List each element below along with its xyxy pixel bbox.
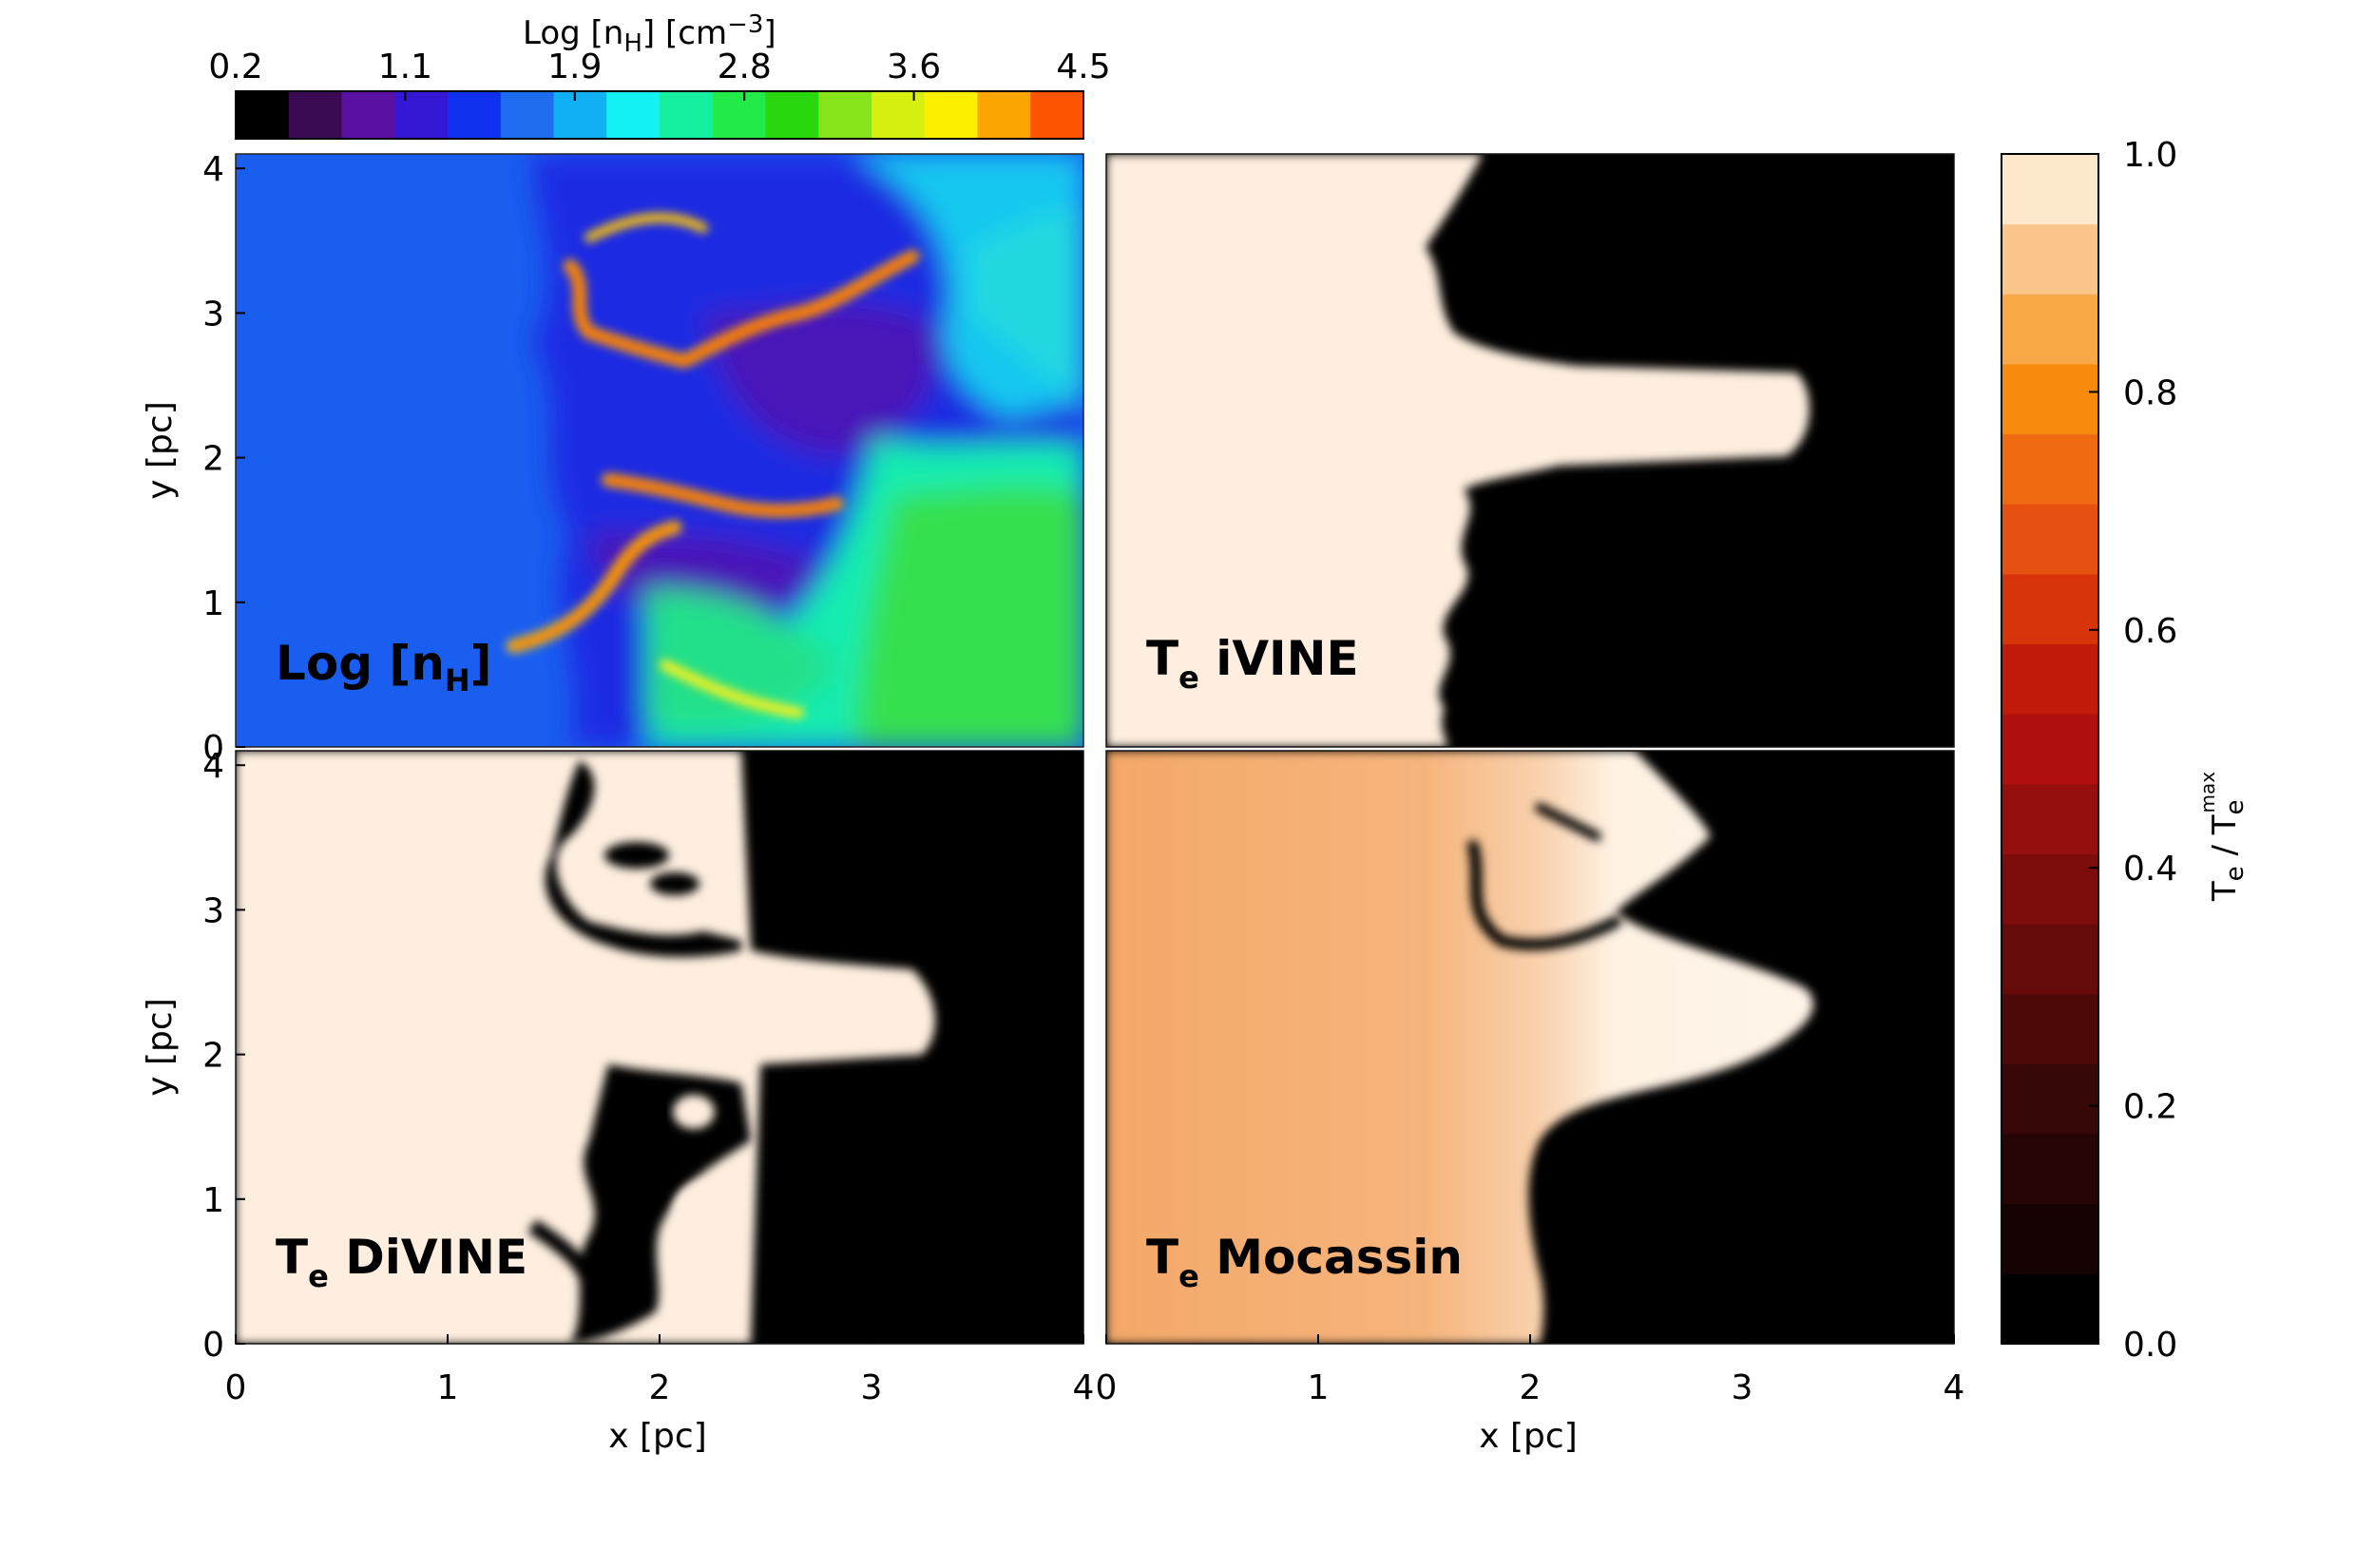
temperature-colorbar-segment <box>2002 363 2098 435</box>
density-colorbar-tick-label: 0.2 <box>208 48 262 86</box>
density-colorbar-tick-label: 2.8 <box>718 48 772 86</box>
density-map-panel <box>236 154 1083 747</box>
temperature-colorbar-segment <box>2002 504 2098 575</box>
temperature-colorbar-tick-label: 0.8 <box>2123 373 2177 412</box>
density-colorbar-segment <box>872 91 926 139</box>
x-tick-label: 3 <box>861 1368 883 1407</box>
y-tick-label: 1 <box>202 584 224 623</box>
x-tick-label: 2 <box>649 1368 671 1407</box>
temperature-colorbar-segment <box>2002 1273 2098 1345</box>
density-colorbar-segment <box>236 91 290 139</box>
panel-frame <box>1105 153 1955 748</box>
temperature-colorbar-tick-label: 1.0 <box>2123 136 2177 175</box>
y-axis-title-bottom: y [pc] <box>141 998 180 1096</box>
y-tick-label: 0 <box>202 1326 224 1365</box>
x-tick-label: 1 <box>1308 1368 1330 1407</box>
temperature-colorbar: 0.0 0.2 0.4 0.6 0.8 1.0 <box>2001 136 2177 1365</box>
temperature-colorbar-segment <box>2002 294 2098 365</box>
temperature-colorbar-segment <box>2002 783 2098 854</box>
x-tick-label: 4 <box>1073 1368 1095 1407</box>
temperature-colorbar-segment <box>2002 1203 2098 1274</box>
y-tick-label: 4 <box>202 150 224 189</box>
x-tick-label: 2 <box>1520 1368 1542 1407</box>
density-colorbar-segment <box>553 91 607 139</box>
temperature-colorbar-tick-label: 0.4 <box>2123 850 2177 889</box>
temperature-colorbar-segment <box>2002 993 2098 1064</box>
density-colorbar-segment <box>606 91 661 139</box>
density-colorbar-tick-label: 1.9 <box>547 48 602 86</box>
x-tick-label: 4 <box>1944 1368 1965 1407</box>
panel-label-ivine: Te iVINE <box>1146 631 1359 696</box>
temperature-colorbar-segment <box>2002 154 2098 225</box>
temperature-colorbar-segment <box>2002 643 2098 715</box>
density-colorbar-frame <box>235 90 1084 140</box>
panel-label-mocassin: Te Mocassin <box>1146 1230 1463 1294</box>
density-colorbar-segment <box>394 91 449 139</box>
x-tick-label: 3 <box>1732 1368 1753 1407</box>
temperature-colorbar-segment <box>2002 924 2098 995</box>
x-axis-title-right: x [pc] <box>1479 1417 1577 1456</box>
y-tick-label: 3 <box>202 891 224 930</box>
y-tick-label: 2 <box>202 1037 224 1076</box>
y-tick-label: 4 <box>202 747 224 786</box>
density-colorbar-tick-label: 4.5 <box>1056 48 1110 86</box>
y-tick-label: 3 <box>202 295 224 334</box>
temperature-colorbar-tick-label: 0.0 <box>2123 1326 2177 1365</box>
y-tick-label: 2 <box>202 440 224 479</box>
density-colorbar-segment <box>712 91 766 139</box>
temperature-colorbar-tick-label: 0.2 <box>2123 1088 2177 1127</box>
temperature-colorbar-title: Te / Temax <box>2196 772 2250 902</box>
temperature-colorbar-frame <box>2001 153 2099 1345</box>
density-colorbar-segment <box>341 91 395 139</box>
temperature-colorbar-segment <box>2002 1063 2098 1135</box>
y-tick-label: 0 <box>202 729 224 768</box>
density-colorbar: 0.2 1.1 1.9 2.8 3.6 4.5 <box>208 48 1111 140</box>
temperature-colorbar-segment <box>2002 433 2098 505</box>
divine-temperature-panel <box>236 751 1083 1344</box>
panel-label-divine: Te DiVINE <box>276 1230 527 1294</box>
temperature-colorbar-segment <box>2002 1134 2098 1205</box>
panel-frame <box>235 153 1084 748</box>
y-axis-title-top: y [pc] <box>141 401 180 499</box>
temperature-colorbar-segment <box>2002 223 2098 295</box>
ivine-temperature-panel <box>1106 154 1954 747</box>
density-colorbar-segment <box>818 91 872 139</box>
density-colorbar-segment <box>448 91 502 139</box>
y-tick-label: 1 <box>202 1181 224 1220</box>
panel-frames <box>235 153 1955 1345</box>
temperature-colorbar-segment <box>2002 714 2098 785</box>
panel-label-density: Log [nH] <box>276 636 492 698</box>
density-colorbar-title: Log [nH] [cm−3] <box>523 10 776 58</box>
density-colorbar-segment <box>1030 91 1084 139</box>
x-tick-label: 0 <box>1096 1368 1118 1407</box>
temperature-colorbar-tick-label: 0.6 <box>2123 612 2177 651</box>
temperature-colorbar-segment <box>2002 573 2098 645</box>
mocassin-temperature-panel <box>1106 751 1954 1344</box>
density-colorbar-segment <box>977 91 1031 139</box>
density-colorbar-segment <box>288 91 342 139</box>
x-axis-title-left: x [pc] <box>608 1417 706 1456</box>
density-colorbar-tick-label: 3.6 <box>887 48 941 86</box>
density-colorbar-segment <box>660 91 714 139</box>
density-colorbar-segment <box>765 91 819 139</box>
density-colorbar-segment <box>924 91 978 139</box>
density-colorbar-tick-label: 1.1 <box>378 48 432 86</box>
temperature-colorbar-segment <box>2002 853 2098 925</box>
x-tick-label: 0 <box>225 1368 247 1407</box>
density-colorbar-segment <box>500 91 554 139</box>
x-tick-label: 1 <box>437 1368 459 1407</box>
